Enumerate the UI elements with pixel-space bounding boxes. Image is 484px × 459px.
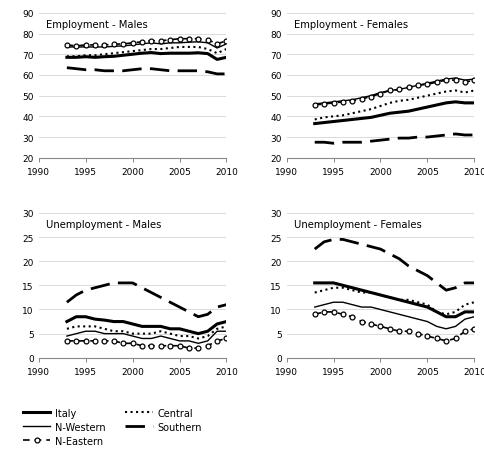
Text: Employment - Males: Employment - Males xyxy=(46,20,148,29)
Text: Unemployment - Females: Unemployment - Females xyxy=(294,219,422,229)
Legend: Italy, N-Western, N-Eastern, Central, Southern: Italy, N-Western, N-Eastern, Central, So… xyxy=(19,404,206,449)
Text: Employment - Females: Employment - Females xyxy=(294,20,408,29)
Text: Unemployment - Males: Unemployment - Males xyxy=(46,219,162,229)
